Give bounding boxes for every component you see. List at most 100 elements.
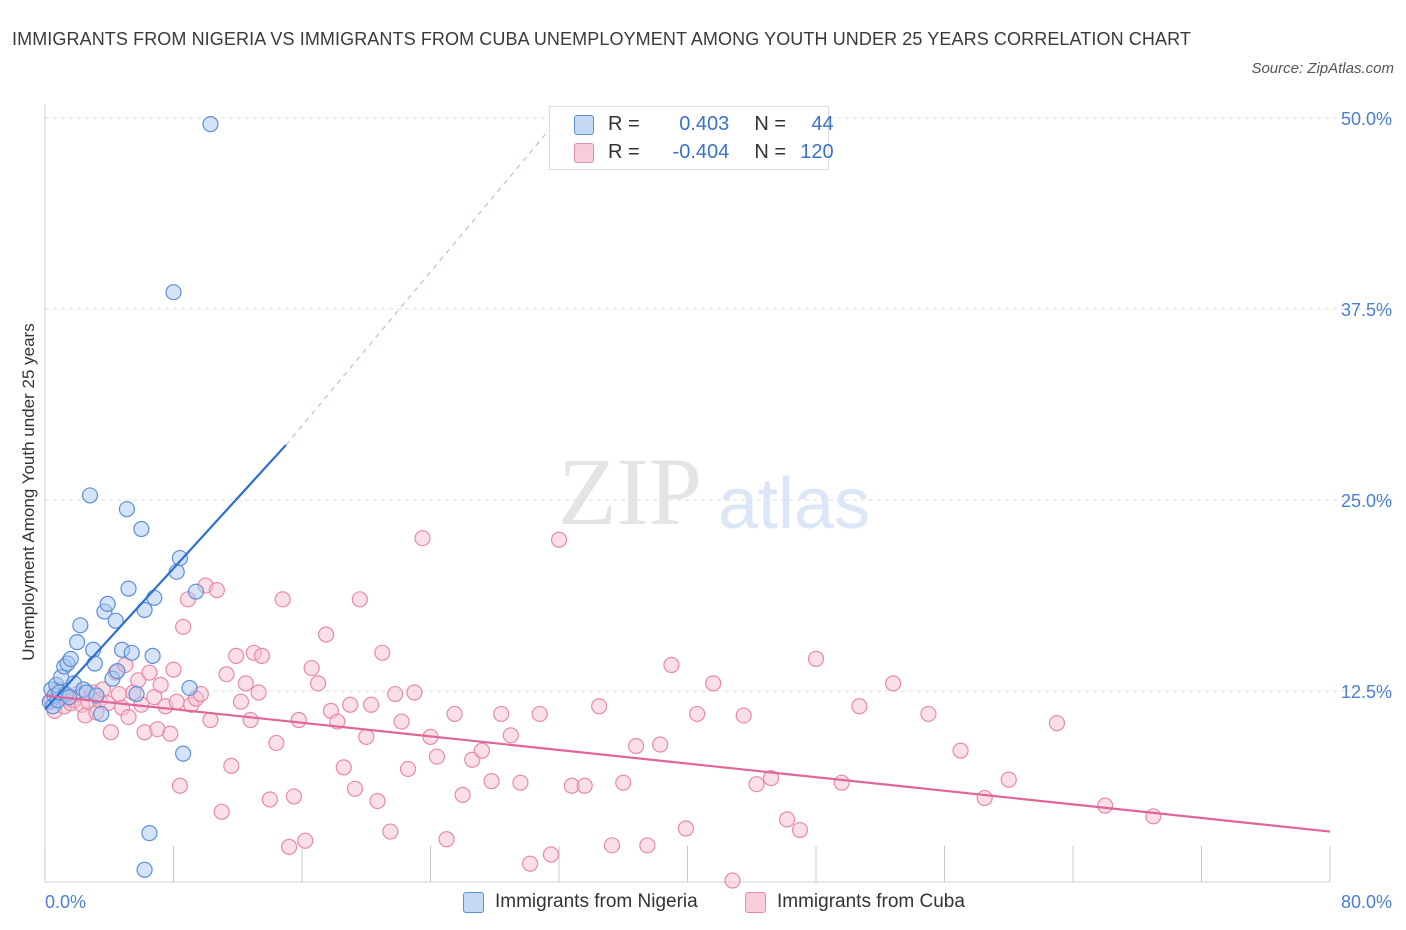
legend-n-value: 120 — [800, 141, 834, 163]
cuba-point — [542, 846, 560, 863]
cuba-point — [346, 780, 364, 797]
cuba-point — [807, 650, 825, 668]
cuba-point — [576, 777, 593, 794]
cuba-point — [335, 759, 352, 776]
cuba-point — [550, 531, 568, 548]
cuba-point — [223, 757, 240, 774]
watermark-zip: ZIP — [558, 438, 702, 545]
cuba-point — [833, 774, 850, 791]
cuba-point — [242, 711, 259, 729]
cuba-point — [615, 774, 632, 791]
y-tick-label: 25.0% — [1341, 491, 1392, 511]
nigeria-point — [144, 647, 161, 664]
nigeria-point — [128, 685, 145, 703]
nigeria-point — [118, 501, 136, 518]
nigeria-point — [69, 634, 86, 651]
trend-lines — [44, 117, 1331, 833]
nigeria-point — [72, 617, 89, 634]
watermark: ZIP atlas — [558, 438, 870, 545]
cuba-point — [689, 705, 706, 723]
nigeria-point — [62, 650, 79, 668]
cuba-point — [414, 530, 431, 547]
x-tick-label: 0.0% — [45, 892, 86, 912]
y-tick-label: 37.5% — [1341, 300, 1392, 320]
nigeria-point — [181, 679, 198, 697]
cuba-point — [202, 711, 219, 729]
cuba-point — [884, 675, 902, 692]
cuba-point — [232, 693, 250, 710]
nigeria-point — [86, 655, 103, 672]
cuba-point — [406, 684, 423, 701]
cuba-point — [141, 664, 158, 681]
cuba-point — [237, 675, 254, 692]
nigeria-point — [146, 589, 163, 606]
nigeria-point — [109, 663, 126, 680]
watermark-atlas: atlas — [718, 464, 870, 544]
nigeria-point — [187, 583, 205, 600]
cuba-point — [446, 705, 463, 723]
cuba-point — [705, 675, 722, 692]
cuba-point — [473, 742, 490, 759]
cuba-point — [399, 760, 417, 778]
cuba-point — [652, 736, 669, 753]
legend-n-value: 44 — [811, 113, 834, 135]
cuba-point — [208, 582, 225, 599]
nigeria-point — [171, 549, 189, 567]
cuba-point — [512, 774, 529, 791]
cuba-point — [1000, 771, 1017, 788]
source-label: Source: ZipAtlas.com — [1251, 60, 1394, 77]
cuba-point — [120, 708, 137, 726]
cuba-point — [521, 855, 539, 872]
cuba-point — [362, 696, 380, 713]
cuba-point — [250, 684, 267, 701]
y-tick-label: 50.0% — [1341, 109, 1392, 129]
cuba-point — [677, 820, 694, 837]
cuba-point — [639, 837, 656, 854]
cuba-point — [290, 711, 307, 729]
cuba-point — [102, 724, 119, 741]
series-swatch-nigeria — [463, 892, 484, 913]
cuba-point — [976, 789, 993, 807]
gridlines — [45, 117, 1392, 692]
cuba-point — [438, 831, 455, 848]
nigeria-trend-extension — [285, 117, 560, 446]
cuba-point — [228, 647, 245, 664]
cuba-point — [851, 698, 868, 715]
legend-n-label: N = — [754, 141, 787, 163]
cuba-point — [627, 737, 645, 755]
cuba-point — [531, 705, 548, 723]
series-swatch-cuba — [745, 892, 766, 913]
cuba-point — [428, 748, 446, 765]
nigeria-points — [41, 116, 219, 878]
cuba-point — [213, 803, 230, 820]
series-legend: Immigrants from Nigeria Immigrants from … — [0, 890, 1406, 914]
cuba-point — [165, 661, 182, 678]
cuba-point — [351, 591, 368, 608]
cuba-point — [253, 647, 270, 664]
cuba-point — [382, 823, 399, 840]
cuba-point — [285, 788, 303, 805]
cuba-point — [393, 713, 410, 730]
cuba-point — [317, 626, 335, 643]
series-label-cuba: Immigrants from Cuba — [777, 891, 965, 912]
cuba-point — [762, 769, 780, 787]
cuba-point — [387, 685, 404, 703]
cuba-point — [454, 786, 471, 804]
nigeria-point — [136, 601, 153, 619]
cuba-point — [218, 666, 235, 683]
legend-swatch-cuba — [574, 143, 594, 163]
x-tick-label: 80.0% — [1341, 892, 1392, 912]
axes — [44, 104, 1331, 883]
cuba-point — [483, 773, 500, 790]
cuba-point — [152, 676, 169, 693]
cuba-point — [342, 696, 359, 713]
cuba-points — [43, 530, 1162, 889]
cuba-point — [735, 707, 752, 724]
nigeria-point — [93, 705, 110, 723]
cuba-point — [162, 725, 179, 742]
cuba-point — [374, 644, 391, 661]
cuba-point — [168, 693, 185, 710]
legend-r-value: -0.404 — [672, 141, 730, 163]
legend-r-label: R = — [608, 113, 640, 135]
